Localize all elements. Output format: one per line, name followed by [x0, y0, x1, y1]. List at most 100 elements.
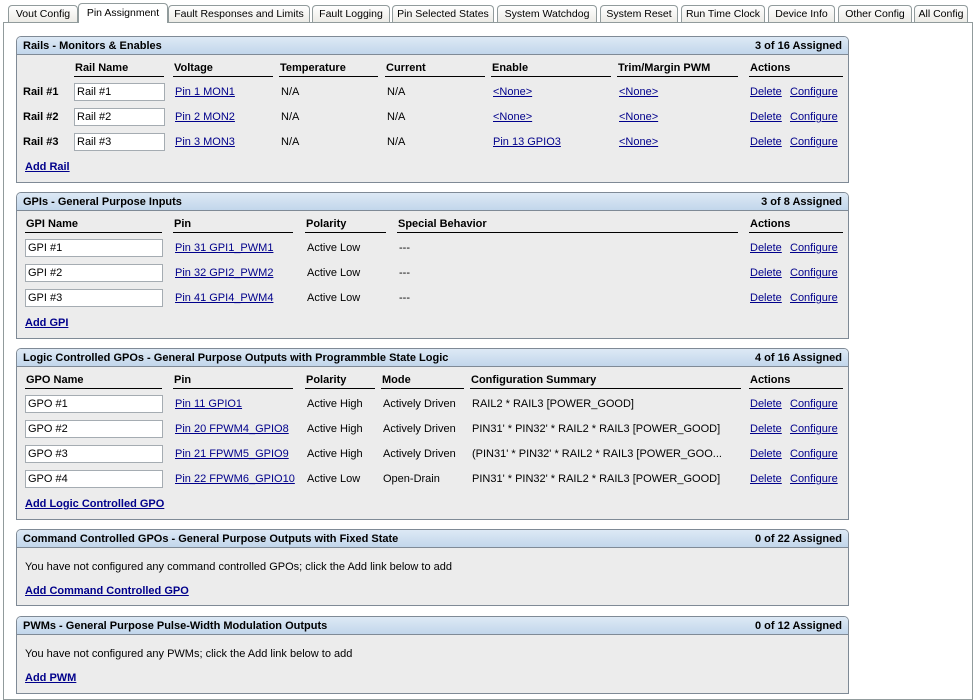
pin-link[interactable]: <None>: [619, 136, 659, 148]
delete-link[interactable]: Delete: [750, 398, 782, 410]
cell-text: Active High: [307, 423, 363, 435]
panel-rails: Rails - Monitors & Enables 3 of 16 Assign…: [16, 36, 849, 183]
configure-link[interactable]: Configure: [790, 86, 838, 98]
pin-link[interactable]: <None>: [619, 86, 659, 98]
name-input[interactable]: GPO #2: [25, 420, 163, 438]
panel-title: PWMs - General Purpose Pulse-Width Modul…: [23, 620, 328, 632]
panel-title: Logic Controlled GPOs - General Purpose …: [23, 352, 449, 364]
configure-link[interactable]: Configure: [790, 473, 838, 485]
tab-run-time-clock[interactable]: Run Time Clock: [681, 5, 765, 22]
column-header: Trim/Margin PWM: [618, 62, 711, 74]
pin-link[interactable]: Pin 31 GPI1_PWM1: [175, 242, 274, 254]
column-header: Voltage: [174, 62, 213, 74]
cell-text: N/A: [387, 136, 406, 148]
delete-link[interactable]: Delete: [750, 86, 782, 98]
pin-link[interactable]: <None>: [619, 111, 659, 123]
configure-link[interactable]: Configure: [790, 398, 838, 410]
configure-link[interactable]: Configure: [790, 136, 838, 148]
cell-text: N/A: [387, 111, 406, 123]
cell-text: PIN31' * PIN32' * RAIL2 * RAIL3 [POWER_G…: [472, 473, 721, 485]
pin-link[interactable]: Pin 21 FPWM5_GPIO9: [175, 448, 289, 460]
add-link[interactable]: Add Rail: [25, 161, 70, 173]
cell-text: N/A: [281, 111, 300, 123]
delete-link[interactable]: Delete: [750, 473, 782, 485]
column-divider: [491, 76, 611, 77]
pin-link[interactable]: Pin 22 FPWM6_GPIO10: [175, 473, 295, 485]
name-input[interactable]: Rail #1: [74, 83, 165, 101]
add-link[interactable]: Add GPI: [25, 317, 69, 329]
panel-header: PWMs - General Purpose Pulse-Width Modul…: [17, 617, 848, 635]
column-divider: [381, 388, 464, 389]
column-header: Polarity: [306, 374, 347, 386]
configure-link[interactable]: Configure: [790, 267, 838, 279]
column-header: Mode: [382, 374, 411, 386]
pin-link[interactable]: Pin 20 FPWM4_GPIO8: [175, 423, 289, 435]
name-input[interactable]: Rail #3: [74, 133, 165, 151]
tab-device-info[interactable]: Device Info: [768, 5, 835, 22]
delete-link[interactable]: Delete: [750, 267, 782, 279]
cell-text: N/A: [281, 136, 300, 148]
pin-link[interactable]: Pin 1 MON1: [175, 86, 235, 98]
delete-link[interactable]: Delete: [750, 111, 782, 123]
cell-text: Actively Driven: [383, 423, 456, 435]
column-header: Actions: [750, 62, 791, 74]
pin-link[interactable]: Pin 3 MON3: [175, 136, 235, 148]
pin-link[interactable]: Pin 11 GPIO1: [175, 398, 243, 410]
tab-vout-config[interactable]: Vout Config: [8, 5, 78, 22]
column-divider: [25, 232, 162, 233]
cell-text: N/A: [387, 86, 406, 98]
tab-system-watchdog[interactable]: System Watchdog: [497, 5, 597, 22]
delete-link[interactable]: Delete: [750, 136, 782, 148]
cell-text: Active High: [307, 398, 363, 410]
name-input[interactable]: GPO #3: [25, 445, 163, 463]
name-input[interactable]: GPI #1: [25, 239, 163, 257]
cell-text: (PIN31' * PIN32' * RAIL2 * RAIL3 [POWER_…: [472, 448, 722, 460]
add-link[interactable]: Add PWM: [25, 672, 77, 684]
panel-header: Rails - Monitors & Enables 3 of 16 Assign…: [17, 37, 848, 55]
cell-text: Open-Drain: [383, 473, 440, 485]
pin-link[interactable]: <None>: [493, 86, 533, 98]
configure-link[interactable]: Configure: [790, 292, 838, 304]
column-header: Enable: [492, 62, 529, 74]
delete-link[interactable]: Delete: [750, 448, 782, 460]
panel-title: Rails - Monitors & Enables: [23, 40, 162, 52]
tab-all-config[interactable]: All Config: [914, 5, 968, 22]
name-input[interactable]: GPI #3: [25, 289, 163, 307]
delete-link[interactable]: Delete: [750, 242, 782, 254]
cell-text: Active Low: [307, 242, 361, 254]
column-header: Pin: [174, 218, 192, 230]
name-input[interactable]: GPI #2: [25, 264, 163, 282]
configure-link[interactable]: Configure: [790, 448, 838, 460]
pin-link[interactable]: Pin 13 GPIO3: [493, 136, 561, 148]
delete-link[interactable]: Delete: [750, 292, 782, 304]
panel-cmdgpo: Command Controlled GPOs - General Purpos…: [16, 529, 849, 606]
assigned-count: 3 of 8 Assigned: [761, 196, 842, 208]
assigned-count: 0 of 12 Assigned: [754, 620, 842, 632]
tab-other-config[interactable]: Other Config: [838, 5, 912, 22]
tab-system-reset[interactable]: System Reset: [600, 5, 678, 22]
column-header: Actions: [750, 374, 791, 386]
panel-header: Logic Controlled GPOs - General Purpose …: [17, 349, 848, 367]
pin-link[interactable]: Pin 41 GPI4_PWM4: [175, 292, 274, 304]
tab-strip: Vout Config Pin Assignment Fault Responses…: [0, 3, 976, 23]
column-header: GPI Name: [26, 218, 78, 230]
tab-fault-logging[interactable]: Fault Logging: [312, 5, 390, 22]
name-input[interactable]: Rail #2: [74, 108, 165, 126]
delete-link[interactable]: Delete: [750, 423, 782, 435]
configure-link[interactable]: Configure: [790, 423, 838, 435]
tab-pin-assignment[interactable]: Pin Assignment: [78, 3, 168, 23]
name-input[interactable]: GPO #1: [25, 395, 163, 413]
configure-link[interactable]: Configure: [790, 242, 838, 254]
panel-pwm: PWMs - General Purpose Pulse-Width Modul…: [16, 616, 849, 694]
add-link[interactable]: Add Command Controlled GPO: [25, 585, 189, 597]
add-link[interactable]: Add Logic Controlled GPO: [25, 498, 165, 510]
configure-link[interactable]: Configure: [790, 111, 838, 123]
pin-link[interactable]: Pin 32 GPI2_PWM2: [175, 267, 274, 279]
column-header: Rail Name: [75, 62, 129, 74]
tab-pin-selected-states[interactable]: Pin Selected States: [392, 5, 494, 22]
tab-fault-responses-and-limits[interactable]: Fault Responses and Limits: [168, 5, 310, 22]
column-divider: [173, 76, 273, 77]
pin-link[interactable]: Pin 2 MON2: [175, 111, 235, 123]
pin-link[interactable]: <None>: [493, 111, 533, 123]
name-input[interactable]: GPO #4: [25, 470, 163, 488]
